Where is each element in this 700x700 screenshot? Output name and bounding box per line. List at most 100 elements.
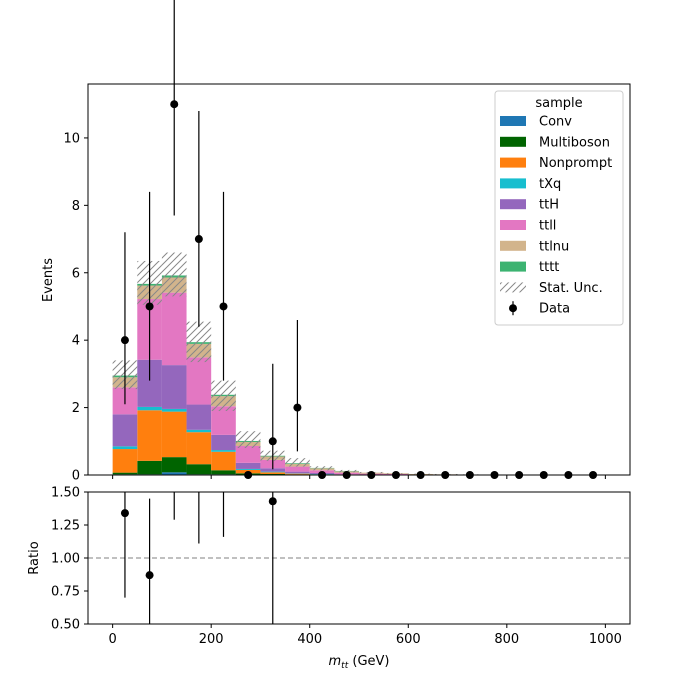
legend-label-multiboson: Multiboson: [539, 135, 610, 150]
legend-label-stat-unc: Stat. Unc.: [539, 281, 603, 296]
bar-nonprompt: [260, 472, 286, 474]
x-axis-label-unit: (GeV): [348, 654, 389, 669]
ratio-y-tick-label: 0.50: [51, 618, 80, 633]
ratio-y-tick-label: 1.25: [51, 519, 80, 534]
bar-multiboson: [137, 460, 162, 475]
ratio-x-tick-label: 0: [108, 632, 116, 647]
bar-txq: [211, 450, 236, 452]
bar-tth: [260, 468, 286, 472]
ratio-x-tick-label: 1000: [589, 632, 622, 647]
ratio-x-axis: 0 200 400 600 800 1000: [108, 624, 622, 647]
bar-tth: [211, 434, 236, 451]
bar-ttll: [161, 292, 187, 366]
bar-txq: [186, 429, 212, 433]
main-y-tick-label: 10: [63, 131, 80, 146]
legend-frame: [494, 90, 624, 326]
legend-swatch-nonprompt: [500, 157, 526, 168]
bar-nonprompt: [186, 432, 212, 465]
ratio-y-axis-label: Ratio: [27, 541, 42, 574]
bar-multiboson: [186, 464, 212, 475]
legend-label-tttt: tttt: [539, 260, 559, 275]
ratio-y-axis: 0.50 0.75 1.00 1.25 1.50: [51, 486, 88, 633]
legend-label-ttll: ttll: [539, 219, 556, 234]
legend: sample Conv Multiboson Nonprompt tXq ttH ttll…: [494, 90, 624, 326]
ratio-point: [293, 92, 301, 100]
data-point: [145, 302, 154, 311]
legend-swatch-stat-unc: [500, 282, 526, 293]
x-axis-label-main: m: [329, 654, 342, 669]
bar-txq: [137, 406, 162, 411]
bar-multiboson: [161, 457, 187, 473]
bar-tth: [112, 414, 138, 447]
bar-txq: [235, 468, 261, 470]
x-axis-label: mtt (GeV): [329, 654, 390, 671]
ratio-point: [268, 497, 277, 506]
stat-unc-band-bin: [161, 252, 187, 297]
main-y-axis-label: Events: [41, 258, 56, 302]
main-axes-frame: [87, 83, 631, 476]
bar-nonprompt: [112, 449, 138, 473]
legend-swatch-ttll: [500, 220, 526, 230]
bar-tth: [161, 365, 187, 409]
legend-swatch-txq: [500, 178, 526, 189]
bar-tth: [235, 462, 261, 469]
ratio-points: [120, 92, 301, 624]
bar-conv: [161, 472, 187, 475]
main-y-axis: 0 2 4 6 8 10: [63, 131, 88, 484]
legend-swatch-ttlnu: [500, 240, 526, 251]
ratio-x-tick-label: 200: [199, 632, 224, 647]
bar-txq: [260, 471, 286, 473]
stacked-bars: [112, 275, 532, 475]
bar-ttll: [211, 406, 236, 435]
bar-multiboson: [260, 473, 286, 475]
bar-tth: [285, 471, 310, 474]
bar-multiboson: [112, 472, 138, 475]
main-y-tick-label: 0: [72, 469, 80, 484]
ratio-point: [195, 481, 203, 489]
ratio-y-tick-label: 0.75: [51, 585, 80, 600]
legend-label-txq: tXq: [539, 177, 561, 192]
stat-unc-band-bin: [211, 380, 236, 411]
x-axis-label-subscript: tt: [341, 661, 349, 671]
bar-ttll: [235, 446, 261, 463]
bar-txq: [161, 408, 187, 412]
legend-swatch-multiboson: [500, 136, 526, 147]
bar-nonprompt: [285, 473, 310, 475]
ratio-x-tick-label: 800: [494, 632, 519, 647]
stat-unc-band-bin: [186, 321, 212, 363]
legend-title: sample: [535, 96, 582, 111]
main-y-tick-label: 2: [72, 401, 80, 416]
data-point: [194, 235, 203, 244]
legend-label-data: Data: [539, 302, 570, 317]
legend-label-ttlnu: ttlnu: [539, 239, 569, 254]
legend-label-tth: ttH: [539, 198, 559, 213]
main-x-ticks: [112, 475, 606, 479]
bar-nonprompt: [137, 410, 162, 461]
bar-tth: [186, 404, 212, 430]
ratio-x-tick-label: 600: [396, 632, 421, 647]
data-point: [219, 302, 228, 311]
bar-txq: [112, 446, 138, 450]
legend-swatch-tttt: [500, 261, 526, 272]
data-point: [170, 100, 179, 109]
bar-nonprompt: [211, 451, 236, 471]
legend-label-nonprompt: Nonprompt: [539, 156, 612, 171]
ratio-x-tick-label: 400: [297, 632, 322, 647]
main-y-tick-label: 4: [72, 334, 80, 349]
legend-data-marker: [509, 304, 517, 313]
bar-multiboson: [211, 470, 236, 475]
ratio-y-tick-label: 1.00: [51, 552, 80, 567]
data-point: [268, 437, 277, 446]
bar-nonprompt: [161, 411, 187, 458]
stat-unc-band-bin: [309, 466, 335, 471]
stat-unc-band-bin: [235, 431, 261, 449]
stat-unc-band-bin: [285, 458, 310, 467]
ratio-point: [145, 571, 154, 580]
main-y-tick-label: 6: [72, 266, 80, 281]
bar-ttll: [285, 466, 310, 472]
ratio-point: [120, 509, 129, 518]
legend-swatch-conv: [500, 116, 526, 126]
data-point: [293, 403, 302, 412]
bar-ttll: [186, 357, 212, 405]
